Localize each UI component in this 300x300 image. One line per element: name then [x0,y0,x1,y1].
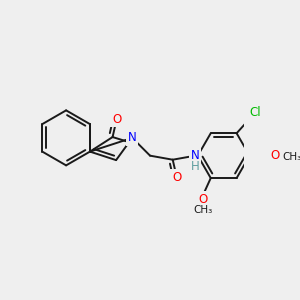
Text: O: O [172,171,182,184]
Text: CH₃: CH₃ [282,152,300,162]
Text: H: H [191,160,200,173]
Text: O: O [112,113,121,126]
Text: CH₃: CH₃ [193,206,212,215]
Text: Cl: Cl [249,106,261,119]
Text: N: N [191,149,200,162]
Text: O: O [198,193,207,206]
Text: N: N [128,131,136,144]
Text: O: O [271,149,280,162]
